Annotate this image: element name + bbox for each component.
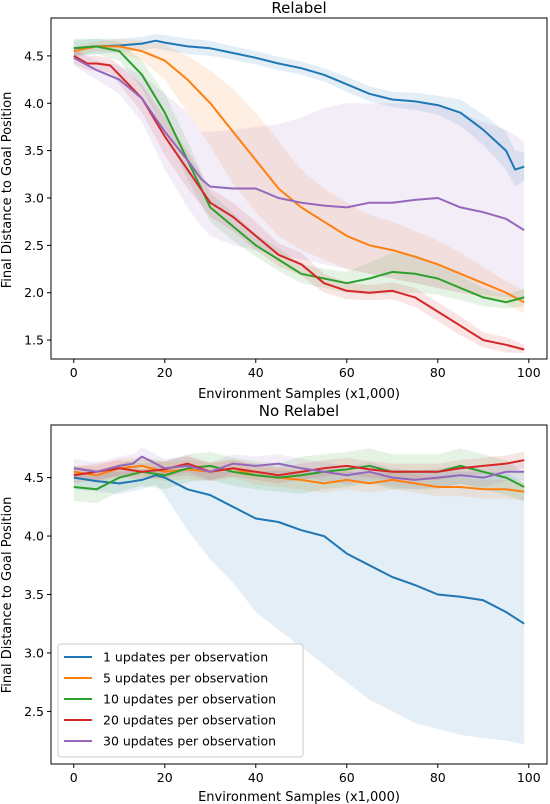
no-relabel-x-ticks: 0 20 40 60 80 100 (70, 764, 541, 785)
no-relabel-panel: No Relabel 0 20 40 60 80 100 2.53.03.54.04.5 … (0, 402, 548, 804)
no-relabel-y-tick-label: 3.0 (24, 645, 44, 660)
relabel-x-tick-label: 80 (430, 365, 446, 380)
legend-items: 1 updates per observation 5 updates per o… (64, 650, 276, 749)
legend-label-5-updates-per-observation: 5 updates per observation (103, 671, 268, 686)
relabel-y-tick-label: 1.5 (24, 333, 44, 348)
no-relabel-line-20-updates-per-observation (73, 459, 525, 477)
relabel-y-tick-label: 4.5 (24, 48, 44, 63)
no-relabel-y-tick-label: 4.5 (24, 470, 44, 485)
relabel-y-tick-label: 4.0 (24, 96, 44, 111)
relabel-y-tick-label: 2.5 (24, 238, 44, 253)
legend-label-30-updates-per-observation: 30 updates per observation (103, 734, 276, 749)
relabel-y-ticks: 1.5 2.0 2.5 3.0 3.5 4.0 4.5 (24, 48, 51, 348)
relabel-x-tick-label: 100 (517, 365, 541, 380)
no-relabel-x-tick-label: 20 (157, 770, 173, 785)
relabel-bands (73, 34, 525, 354)
relabel-lines (73, 39, 525, 351)
relabel-y-tick-label: 3.0 (24, 190, 44, 205)
no-relabel-line-5-updates-per-observation (73, 464, 525, 493)
no-relabel-y-tick-label: 2.5 (24, 704, 44, 719)
relabel-y-tick-label: 2.0 (24, 285, 44, 300)
no-relabel-y-ticks: 2.5 3.0 3.5 4.0 4.5 (24, 470, 51, 719)
relabel-line-1-updates-per-observation (73, 39, 525, 171)
relabel-x-tick-label: 0 (70, 365, 78, 380)
no-relabel-band-1-updates-per-observation (73, 465, 525, 745)
relabel-plot-frame (50, 17, 548, 360)
no-relabel-y-axis-label: Final Distance to Goal Position (0, 497, 15, 694)
no-relabel-x-tick-label: 60 (339, 770, 355, 785)
relabel-x-tick-label: 40 (248, 365, 264, 380)
relabel-band-30-updates-per-observation (73, 50, 525, 298)
relabel-x-tick-label: 20 (157, 365, 173, 380)
no-relabel-title: No Relabel (259, 402, 339, 420)
relabel-line-30-updates-per-observation (73, 56, 525, 232)
relabel-y-axis-label: Final Distance to Goal Position (0, 92, 15, 289)
no-relabel-y-tick-label: 3.5 (24, 587, 44, 602)
no-relabel-x-tick-label: 0 (70, 770, 78, 785)
relabel-panel: Relabel 0 20 40 60 80 100 1.5 2.0 2.5 3.0 3.5 4.0 4… (0, 0, 548, 402)
relabel-x-tick-label: 60 (339, 365, 355, 380)
legend-frame (57, 643, 304, 758)
relabel-line-20-updates-per-observation (73, 55, 525, 351)
relabel-band-5-updates-per-observation (73, 38, 525, 314)
relabel-line-5-updates-per-observation (73, 45, 525, 304)
relabel-band-1-updates-per-observation (73, 34, 525, 187)
no-relabel-x-axis-label: Environment Samples (x1,000) (198, 790, 400, 804)
no-relabel-line-30-updates-per-observation (73, 455, 525, 481)
legend-label-20-updates-per-observation: 20 updates per observation (103, 713, 276, 728)
relabel-title: Relabel (271, 0, 326, 17)
no-relabel-y-tick-label: 4.0 (24, 529, 44, 544)
relabel-line-10-updates-per-observation (73, 45, 525, 304)
relabel-x-axis-label: Environment Samples (x1,000) (198, 387, 400, 402)
no-relabel-line-10-updates-per-observation (73, 464, 525, 491)
no-relabel-x-tick-label: 100 (517, 770, 541, 785)
relabel-y-tick-label: 3.5 (24, 143, 44, 158)
legend-label-10-updates-per-observation: 10 updates per observation (103, 692, 276, 707)
no-relabel-lines (73, 455, 525, 625)
no-relabel-line-1-updates-per-observation (73, 474, 525, 625)
no-relabel-x-tick-label: 40 (248, 770, 264, 785)
legend: 1 updates per observation 5 updates per o… (57, 643, 304, 758)
legend-label-1-updates-per-observation: 1 updates per observation (103, 650, 268, 665)
no-relabel-x-tick-label: 80 (430, 770, 446, 785)
relabel-x-ticks: 0 20 40 60 80 100 (70, 359, 541, 380)
